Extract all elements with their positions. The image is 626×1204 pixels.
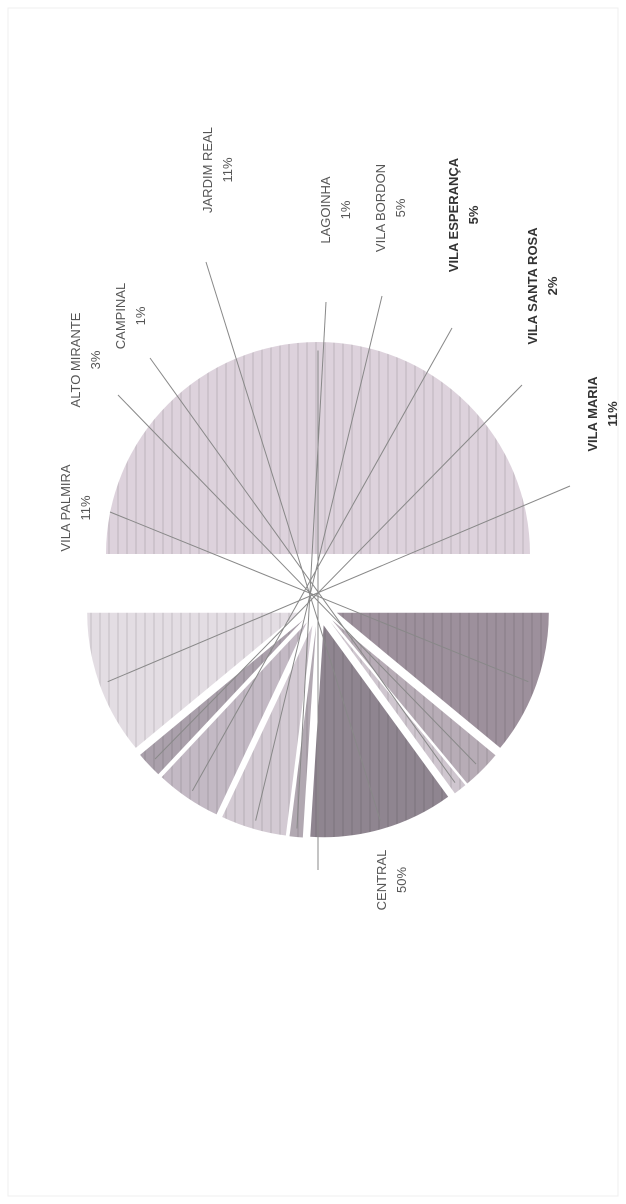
slice-name-label: LAGOINHA <box>318 176 333 244</box>
leader-line <box>107 485 571 683</box>
slice-label-group: CAMPINAL 1% <box>113 283 148 349</box>
slice-value-label: 11% <box>220 157 235 182</box>
leader-line <box>117 394 477 765</box>
slice-label-group: VILA BORDON 5% <box>373 164 408 252</box>
slice-label-group: VILA PALMIRA 11% <box>58 464 93 552</box>
slice-label-group: VILA SANTA ROSA 2% <box>525 227 560 345</box>
slice-value-label: 11% <box>605 401 620 427</box>
slice-label-group: CENTRAL 50% <box>374 850 409 911</box>
pie-slice-jardim-real <box>310 625 449 838</box>
slice-name-label: JARDIM REAL <box>200 127 215 213</box>
leader-line <box>154 384 523 760</box>
slice-label-group: JARDIM REAL 11% <box>200 127 235 213</box>
slice-name-label: VILA SANTA ROSA <box>525 227 540 345</box>
pie-slice-vila-santa-rosa <box>140 619 304 775</box>
slice-value-label: 1% <box>338 200 353 219</box>
slice-name-label: VILA BORDON <box>373 164 388 252</box>
leader-line <box>191 327 453 792</box>
pie-labels: CENTRAL 50% VILA PALMIRA 11% ALTO MIRANTE 3% C… <box>58 127 620 910</box>
chart-frame <box>7 7 619 1197</box>
slice-value-label: 5% <box>393 198 408 217</box>
slice-value-label: 11% <box>78 495 93 520</box>
slice-label-group: VILA ESPERANÇA 5% <box>446 157 481 272</box>
pie-slice-vila-palmira <box>336 612 549 748</box>
pie-slice-lagoinha <box>289 625 317 838</box>
slice-value-label: 2% <box>545 276 560 295</box>
slice-name-label: CAMPINAL <box>113 283 128 349</box>
pie-slices <box>87 342 549 838</box>
slice-label-group: ALTO MIRANTE 3% <box>68 312 103 407</box>
slice-name-label: ALTO MIRANTE <box>68 312 83 407</box>
leader-line <box>109 511 529 683</box>
slice-name-label: VILA MARIA <box>585 376 600 452</box>
slice-name-label: CENTRAL <box>374 850 389 911</box>
leader-line <box>296 301 327 829</box>
pie-slice-vila-maria <box>87 612 300 748</box>
leader-line <box>255 295 383 821</box>
pie-slice-vila-esperan-a <box>161 622 307 815</box>
slice-value-label: 1% <box>133 306 148 325</box>
slice-name-label: VILA ESPERANÇA <box>446 157 461 272</box>
slice-value-label: 5% <box>466 205 481 224</box>
slice-value-label: 3% <box>88 350 103 369</box>
slice-label-group: VILA MARIA 11% <box>585 376 620 452</box>
slice-name-label: VILA PALMIRA <box>58 464 73 552</box>
leader-line <box>205 261 381 821</box>
slice-label-group: LAGOINHA 1% <box>318 176 353 244</box>
slice-value-label: 50% <box>394 867 409 893</box>
